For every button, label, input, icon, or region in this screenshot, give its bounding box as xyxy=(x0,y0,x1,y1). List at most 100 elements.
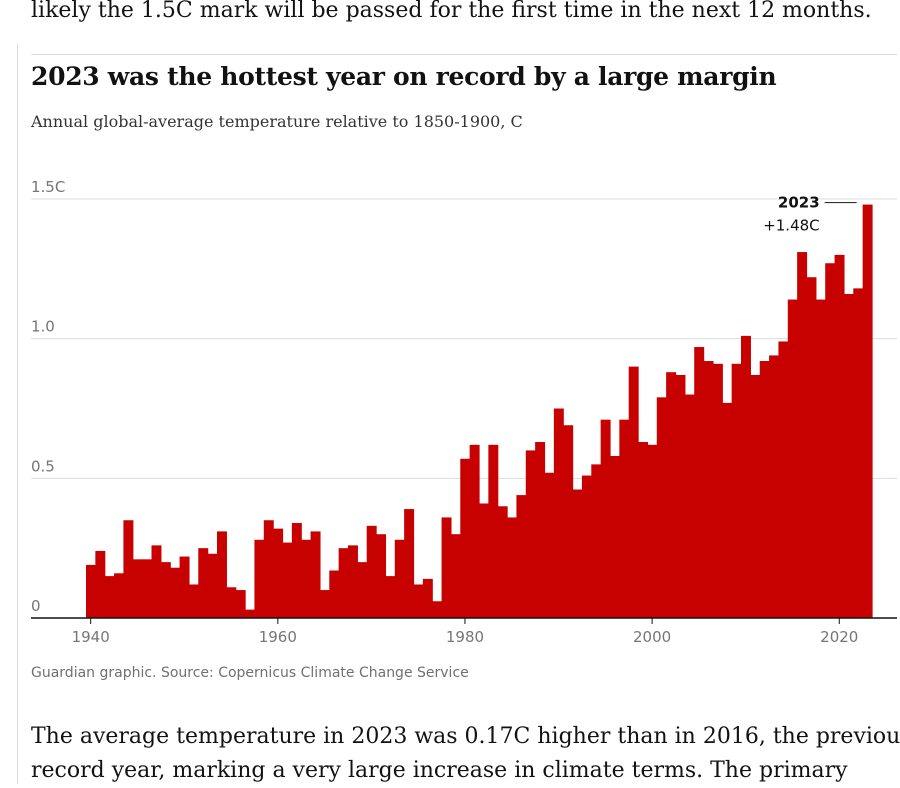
bar-1977 xyxy=(432,601,443,618)
bar-1982 xyxy=(479,503,489,618)
bar-1947 xyxy=(151,545,162,618)
bar-1968 xyxy=(348,545,358,618)
bar-1991 xyxy=(563,425,574,618)
bar-1942 xyxy=(104,576,115,618)
bar-1946 xyxy=(142,559,153,618)
bar-1995 xyxy=(600,419,611,618)
chart-subtitle: Annual global-average temperature relati… xyxy=(31,112,523,131)
bar-2005 xyxy=(694,347,705,618)
bar-1941 xyxy=(95,550,106,618)
article-paragraph-above: likely the 1.5C mark will be passed for … xyxy=(31,0,872,23)
bar-1999 xyxy=(638,442,649,618)
bar-1951 xyxy=(188,584,199,618)
chart-top-divider xyxy=(31,54,897,55)
bar-1994 xyxy=(591,464,602,618)
bar-1955 xyxy=(226,587,237,618)
bar-2001 xyxy=(656,397,667,618)
bar-1979 xyxy=(450,534,461,618)
bar-1954 xyxy=(217,531,227,618)
y-tick-label: 1.0 xyxy=(31,318,55,336)
bar-2002 xyxy=(666,372,677,618)
bar-1980 xyxy=(460,458,471,618)
bar-2013 xyxy=(769,355,780,618)
annotation-value-label: +1.48C xyxy=(763,217,819,235)
bar-1992 xyxy=(572,489,583,618)
bar-1958 xyxy=(254,539,265,618)
temperature-bar-chart: 0 0.5 1.0 1.5C 1940 1960 1980 2000 2020 2023 +1.48… xyxy=(31,178,897,646)
bar-1962 xyxy=(291,523,302,618)
bar-2011 xyxy=(750,374,761,618)
bar-1971 xyxy=(376,534,387,618)
bar-2012 xyxy=(759,361,770,618)
bar-2014 xyxy=(778,341,789,618)
bar-1961 xyxy=(282,542,293,618)
x-tick-label: 1940 xyxy=(72,628,110,646)
x-tick-label: 2000 xyxy=(633,628,671,646)
bar-1989 xyxy=(544,472,555,618)
bar-1987 xyxy=(525,450,536,618)
bar-2000 xyxy=(647,444,658,618)
bar-1966 xyxy=(329,570,340,618)
bar-1970 xyxy=(366,525,377,618)
bar-1984 xyxy=(497,506,508,618)
bar-1975 xyxy=(413,584,424,618)
bar-1948 xyxy=(160,562,171,618)
left-divider xyxy=(17,44,18,784)
bar-2021 xyxy=(843,293,854,618)
y-tick-label: 1.5C xyxy=(31,178,65,196)
bar-1959 xyxy=(263,520,274,618)
chart-source: Guardian graphic. Source: Copernicus Cli… xyxy=(31,665,469,681)
y-tick-label: 0 xyxy=(31,597,41,615)
bar-1950 xyxy=(179,556,190,618)
bar-1972 xyxy=(385,576,396,618)
bar-1956 xyxy=(235,590,246,618)
bar-1965 xyxy=(319,590,330,618)
bar-2003 xyxy=(675,374,686,618)
bar-1996 xyxy=(610,455,620,618)
bar-1986 xyxy=(516,495,527,618)
bar-2007 xyxy=(712,363,723,618)
x-tick-label: 2020 xyxy=(820,628,858,646)
bar-1993 xyxy=(581,475,592,618)
bar-2004 xyxy=(684,394,695,618)
bar-1990 xyxy=(553,408,564,618)
bar-2019 xyxy=(825,263,836,618)
bar-2008 xyxy=(722,402,733,618)
bar-1978 xyxy=(441,517,452,618)
bar-1973 xyxy=(394,539,405,618)
bar-2009 xyxy=(731,363,742,618)
paragraph-line-2: record year, marking a very large increa… xyxy=(31,758,848,783)
chart-title: 2023 was the hottest year on record by a… xyxy=(31,62,777,91)
bar-2017 xyxy=(806,277,817,618)
bar-2016 xyxy=(797,252,808,618)
bar-1997 xyxy=(619,419,630,618)
bar-1944 xyxy=(123,520,134,618)
bar-2018 xyxy=(815,299,826,618)
bar-1953 xyxy=(207,553,218,618)
bar-1963 xyxy=(301,539,312,618)
annotation-year-label: 2023 xyxy=(778,194,820,212)
bar-1976 xyxy=(422,578,433,618)
x-tick-label: 1980 xyxy=(446,628,484,646)
x-tick-label: 1960 xyxy=(259,628,297,646)
bar-1960 xyxy=(273,528,284,618)
bar-1981 xyxy=(469,444,480,618)
bar-1964 xyxy=(310,531,321,618)
bar-2020 xyxy=(834,254,845,618)
paragraph-line-1: The average temperature in 2023 was 0.17… xyxy=(31,724,900,749)
bar-1969 xyxy=(357,562,368,618)
bar-1949 xyxy=(170,567,181,618)
bar-2015 xyxy=(787,299,798,618)
bar-2010 xyxy=(741,335,751,618)
bar-1988 xyxy=(535,442,546,618)
bar-1943 xyxy=(114,573,125,618)
bar-2022 xyxy=(853,288,864,618)
bar-2006 xyxy=(703,361,714,618)
bar-1952 xyxy=(198,548,209,618)
bar-1957 xyxy=(245,609,256,618)
bar-1940 xyxy=(86,564,96,618)
y-tick-label: 0.5 xyxy=(31,457,55,475)
article-paragraph-below: The average temperature in 2023 was 0.17… xyxy=(31,720,900,788)
bar-1998 xyxy=(628,366,639,618)
bar-1945 xyxy=(132,559,143,618)
